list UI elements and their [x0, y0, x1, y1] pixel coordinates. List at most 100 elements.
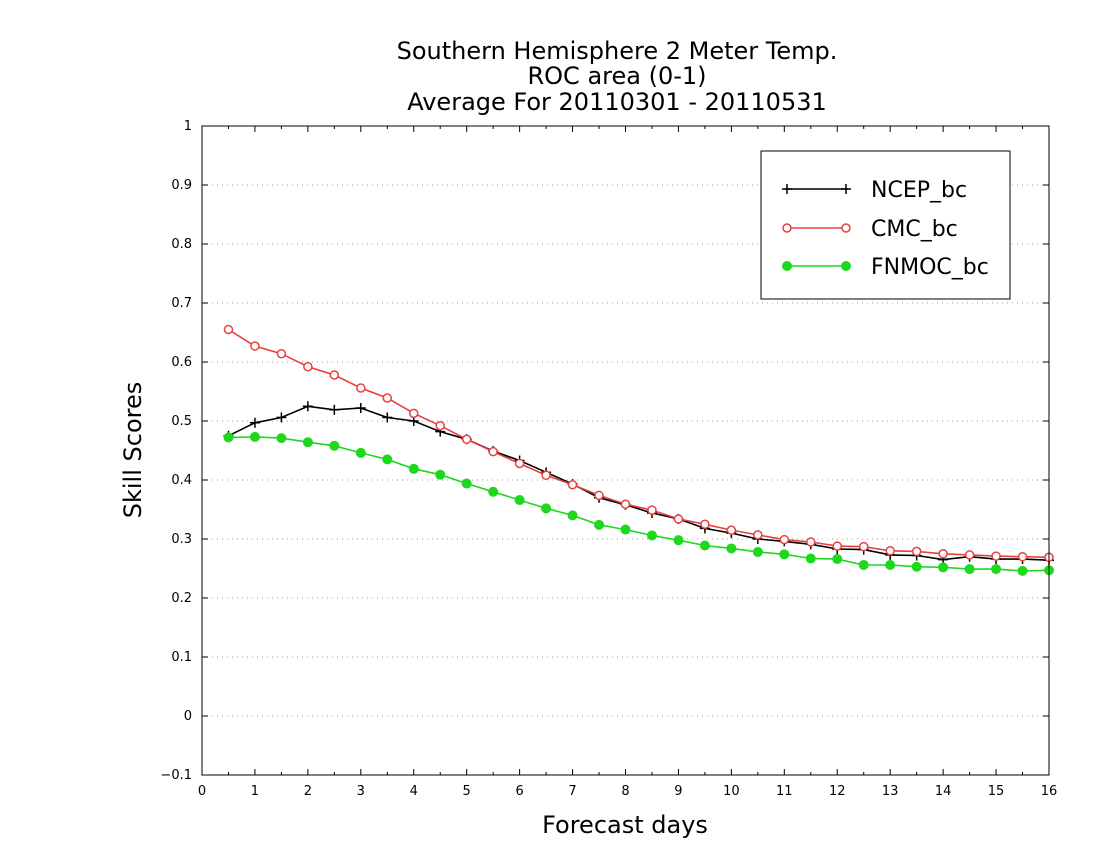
series-line-cmc-bc: [228, 328, 1050, 559]
data-point-cmc-bc: [911, 546, 922, 557]
y-tick-label: 0.5: [171, 414, 192, 429]
data-point-cmc-bc: [858, 541, 869, 552]
chart-title-line-3: Average For 20110301 - 20110531: [407, 88, 827, 116]
data-point-fnmoc-bc: [435, 469, 446, 480]
legend-marker: [841, 261, 851, 271]
x-tick-label: 5: [463, 784, 471, 799]
x-tick-label: 1: [251, 784, 259, 799]
data-point-ncep-bc: [355, 403, 366, 414]
legend-box: [760, 150, 1011, 300]
legend-marker: [782, 261, 792, 271]
data-point-cmc-bc: [356, 383, 366, 393]
x-tick-label: 4: [410, 784, 418, 799]
data-point-fnmoc-bc: [885, 559, 896, 570]
x-tick-label: 0: [198, 784, 206, 799]
data-point-cmc-bc: [753, 530, 763, 540]
x-tick-label: 12: [829, 784, 846, 799]
data-point-fnmoc-bc: [594, 519, 605, 530]
series-line-ncep-bc: [228, 405, 1050, 561]
y-tick-label: 0.2: [171, 591, 192, 606]
chart-title-line-1: Southern Hemisphere 2 Meter Temp.: [397, 37, 838, 65]
series-cmc-bc: [223, 324, 1054, 563]
data-point-fnmoc-bc: [991, 564, 1002, 575]
data-point-fnmoc-bc: [488, 486, 499, 497]
x-tick-label: 11: [776, 784, 793, 799]
y-tick-label: 0.4: [171, 473, 192, 488]
series-layer: [223, 324, 1054, 576]
data-point-fnmoc-bc: [699, 540, 710, 551]
data-point-fnmoc-bc: [805, 553, 816, 564]
data-point-cmc-bc: [806, 537, 816, 547]
data-point-cmc-bc: [461, 434, 472, 445]
data-point-cmc-bc: [435, 420, 445, 431]
data-point-cmc-bc: [250, 341, 260, 351]
data-point-cmc-bc: [594, 490, 604, 501]
data-point-cmc-bc: [223, 324, 234, 335]
series-fnmoc-bc: [223, 431, 1054, 576]
data-point-fnmoc-bc: [752, 546, 763, 557]
x-tick-label: 13: [882, 784, 899, 799]
data-point-fnmoc-bc: [858, 559, 869, 570]
data-point-cmc-bc: [303, 361, 313, 372]
x-axis-label: Forecast days: [542, 811, 708, 839]
legend-marker: [782, 223, 792, 233]
legend-marker: [841, 184, 851, 194]
y-tick-label: 0.9: [171, 178, 192, 193]
y-tick-label: −0.1: [160, 768, 192, 783]
data-point-cmc-bc: [514, 458, 525, 469]
x-tick-label: 16: [1041, 784, 1058, 799]
legend: NCEP_bc CMC_bc FNMOC_bc: [760, 150, 1011, 300]
x-tick-label: 15: [988, 784, 1005, 799]
data-point-cmc-bc: [409, 408, 419, 419]
data-point-cmc-bc: [329, 370, 340, 380]
data-point-cmc-bc: [964, 550, 975, 560]
data-point-fnmoc-bc: [276, 433, 287, 444]
y-axis-label: Skill Scores: [119, 382, 147, 519]
legend-marker: [841, 223, 851, 233]
y-tick-label: 0.6: [171, 355, 192, 370]
data-point-fnmoc-bc: [646, 530, 657, 541]
data-point-ncep-bc: [302, 401, 313, 412]
data-point-fnmoc-bc: [249, 431, 260, 442]
data-point-ncep-bc: [249, 417, 260, 428]
data-point-fnmoc-bc: [302, 437, 313, 448]
data-point-ncep-bc: [276, 412, 287, 423]
data-point-cmc-bc: [276, 348, 287, 359]
legend-item-ncep-bc: NCEP_bc: [782, 178, 967, 203]
data-point-fnmoc-bc: [938, 562, 949, 573]
data-point-fnmoc-bc: [779, 549, 790, 560]
x-tick-label: 6: [515, 784, 523, 799]
data-point-fnmoc-bc: [964, 564, 975, 575]
data-point-fnmoc-bc: [567, 510, 578, 521]
legend-item-fnmoc-bc: FNMOC_bc: [782, 255, 989, 280]
x-tick-label: 2: [304, 784, 312, 799]
data-point-cmc-bc: [885, 546, 895, 556]
chart-title-line-2: ROC area (0-1): [527, 62, 706, 90]
y-tick-label: 0.1: [171, 650, 192, 665]
data-point-cmc-bc: [567, 479, 578, 490]
legend-item-cmc-bc: CMC_bc: [782, 217, 958, 242]
x-tick-label: 10: [723, 784, 740, 799]
data-point-fnmoc-bc: [832, 554, 843, 565]
data-point-cmc-bc: [832, 541, 842, 551]
plot-frame: [201, 125, 1050, 776]
series-line-fnmoc-bc: [228, 436, 1050, 572]
x-tick-label: 9: [674, 784, 682, 799]
y-tick-label: 0.8: [171, 237, 192, 252]
data-point-fnmoc-bc: [355, 447, 366, 458]
data-point-cmc-bc: [779, 534, 790, 545]
data-point-fnmoc-bc: [329, 440, 340, 451]
legend-label-fnmoc-bc: FNMOC_bc: [871, 255, 989, 280]
x-tick-label: 14: [935, 784, 952, 799]
data-point-fnmoc-bc: [461, 478, 472, 489]
series-ncep-bc: [223, 401, 1054, 566]
data-point-cmc-bc: [488, 446, 498, 457]
data-point-fnmoc-bc: [223, 432, 234, 443]
data-point-cmc-bc: [700, 519, 710, 529]
data-point-cmc-bc: [647, 505, 657, 515]
legend-label-ncep-bc: NCEP_bc: [871, 178, 967, 203]
data-point-cmc-bc: [991, 551, 1001, 561]
y-tick-label: 1: [184, 119, 192, 134]
legend-marker: [782, 184, 792, 194]
